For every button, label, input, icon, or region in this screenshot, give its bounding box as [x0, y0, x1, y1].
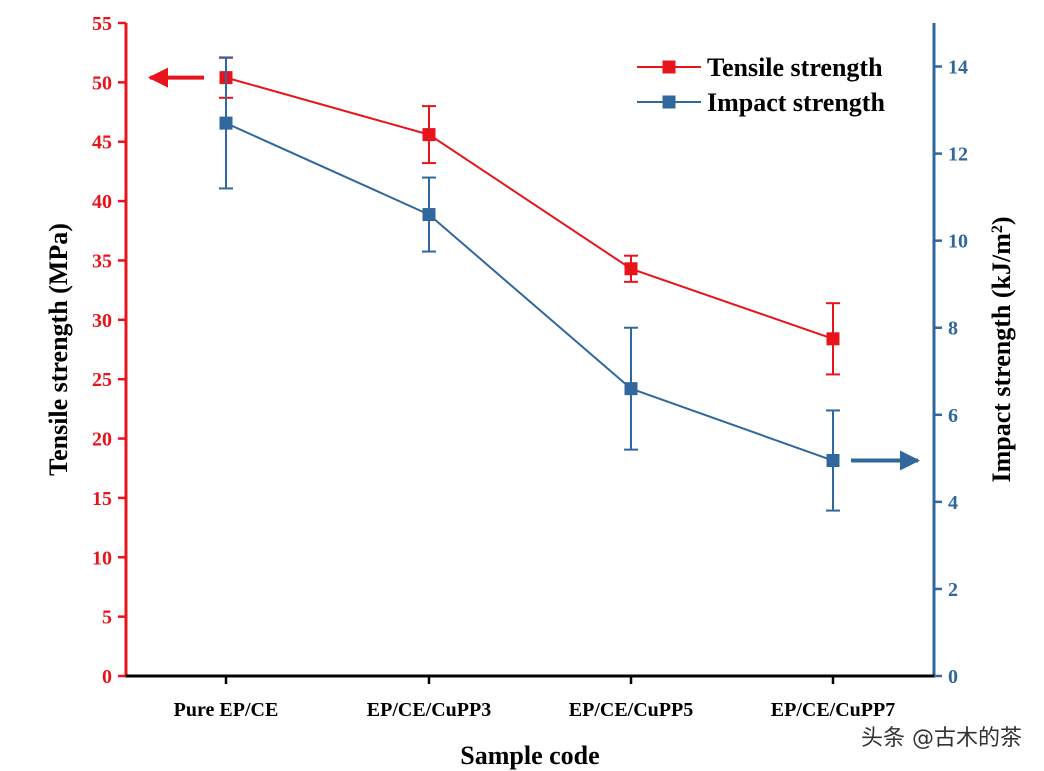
right-y-tick-label: 0 [948, 666, 958, 688]
right-y-axis-title-end: ) [987, 216, 1016, 225]
left-y-tick-label: 5 [102, 607, 112, 629]
x-tick-label: EP/CE/CuPP3 [367, 699, 491, 721]
left-y-tick-label: 30 [92, 310, 112, 332]
right-y-tick-label: 8 [948, 318, 958, 340]
axes-layer: 0 5 10 15 20 25 30 35 40 45 50 55 0 2 4 6 8 10 12 14 Pure EP… [92, 13, 968, 721]
text-layer: Sample code Tensile strength (MPa) Impac… [44, 216, 1022, 770]
left-y-tick-label: 35 [92, 250, 112, 272]
right-y-tick-label: 6 [948, 405, 958, 427]
left-y-tick-label: 55 [92, 13, 112, 35]
left-y-tick-label: 45 [92, 132, 112, 154]
right-y-tick-label: 12 [948, 144, 968, 166]
right-y-tick-label: 2 [948, 579, 958, 601]
right-y-tick-label: 10 [948, 231, 968, 253]
left-y-tick-label: 50 [92, 72, 112, 94]
left-y-axis-title: Tensile strength (MPa) [44, 223, 73, 476]
legend-marker [662, 60, 676, 74]
watermark: 头条 @古木的茶 [861, 726, 1022, 751]
data-point [624, 262, 638, 276]
right-y-axis-title: Impact strength (kJ/m2) [987, 216, 1016, 482]
left-y-tick-label: 25 [92, 369, 112, 391]
series-line-impact [225, 122, 834, 462]
legend-label: Tensile strength [707, 53, 883, 82]
right-y-tick-label: 4 [948, 492, 958, 514]
x-tick-label: EP/CE/CuPP5 [569, 699, 693, 721]
right-y-tick-label: 14 [948, 57, 968, 79]
legend-marker [662, 95, 676, 109]
left-y-tick-label: 15 [92, 488, 112, 510]
data-point [219, 116, 233, 130]
annotations-layer [148, 67, 920, 471]
x-tick-label: Pure EP/CE [174, 699, 279, 721]
legend-label: Impact strength [707, 88, 885, 117]
series-line-tensile [225, 76, 834, 340]
data-point [826, 454, 840, 468]
legend: Tensile strength Impact strength [637, 53, 885, 117]
x-axis-title: Sample code [460, 741, 599, 770]
left-y-tick-label: 20 [92, 429, 112, 451]
left-y-tick-label: 40 [92, 191, 112, 213]
data-point [422, 208, 436, 222]
right-y-axis-title-sup: 2 [989, 225, 1006, 233]
left-y-tick-label: 0 [102, 666, 112, 688]
right-y-axis-title-main: Impact strength (kJ/m [987, 233, 1016, 483]
data-point [624, 382, 638, 396]
data-point [826, 332, 840, 346]
left-y-tick-label: 10 [92, 547, 112, 569]
data-point [422, 128, 436, 142]
x-tick-label: EP/CE/CuPP7 [771, 699, 895, 721]
series-layer [219, 56, 840, 512]
